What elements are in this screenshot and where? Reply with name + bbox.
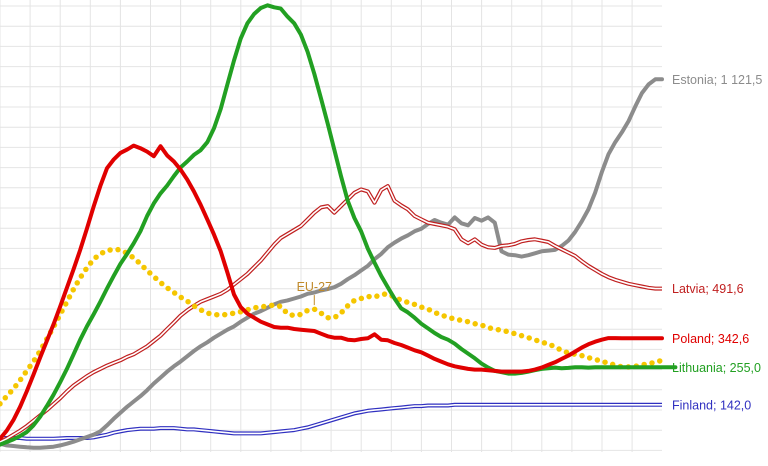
series-line-eu-27 xyxy=(0,246,665,407)
series-label-eu-27: EU-27 xyxy=(297,280,332,294)
series-line-estonia xyxy=(0,77,664,450)
series-label-estonia: Estonia; 1 121,5 xyxy=(672,73,762,87)
chart-grid xyxy=(0,0,662,452)
series-label-poland: Poland; 342,6 xyxy=(672,332,749,346)
series-label-lithuania: Lithuania; 255,0 xyxy=(672,361,761,375)
series-line-latvia-inner xyxy=(0,185,662,443)
series-line-finland-inner xyxy=(0,404,662,440)
series-line-lithuania xyxy=(0,3,678,447)
series-line-poland xyxy=(0,143,664,441)
series-label-finland: Finland; 142,0 xyxy=(672,398,751,412)
chart-series-lines xyxy=(0,3,678,450)
series-label-latvia: Latvia; 491,6 xyxy=(672,282,744,296)
chart-series-labels: Estonia; 1 121,5 Latvia; 491,6 EU-27 Lithua… xyxy=(297,73,763,413)
